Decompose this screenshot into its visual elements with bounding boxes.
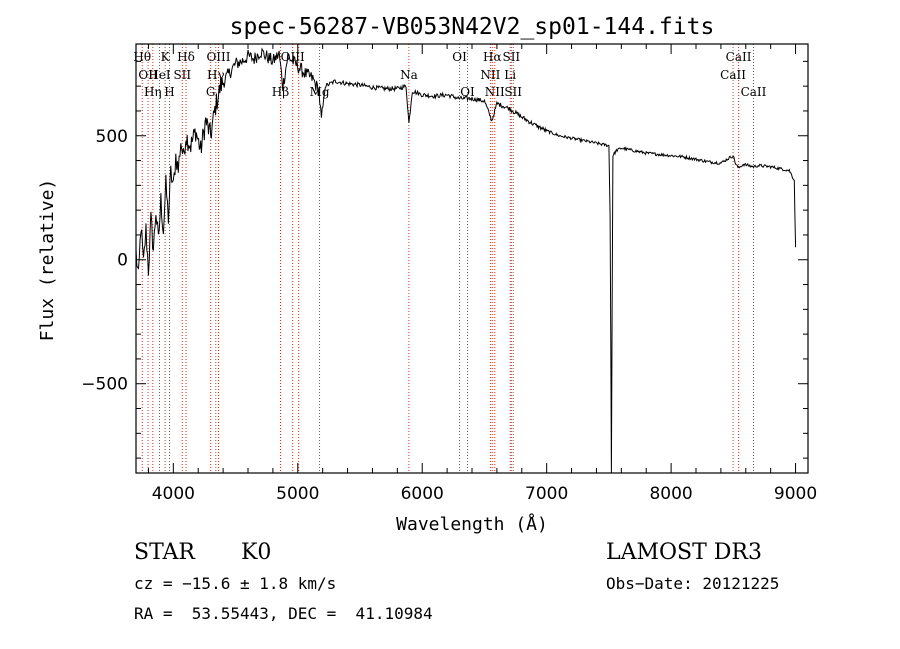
line-label-9-0: Hγ (207, 68, 225, 82)
line-label-19-0: Hα (483, 50, 502, 64)
line-labels: Hθ OII Hη HeI K H SII Hδ G Hγ OIII Hβ OIII Mg Na OI OI NI… (133, 50, 766, 99)
line-label-22-0: SII (502, 50, 520, 64)
line-label-7-0: Hδ (177, 50, 195, 64)
line-label-0-0: Hθ (133, 50, 151, 64)
line-label-21-0: Li (504, 68, 516, 82)
series-layer (135, 47, 797, 474)
line-label-25-0: CaII (726, 50, 752, 64)
x-tick-label-8000: 8000 (649, 484, 692, 504)
subclass-label: K0 (241, 540, 272, 565)
plot-frame (135, 43, 809, 474)
y-tick-label-0: −500 (81, 375, 128, 395)
line-label-2-0: Hη (144, 85, 162, 99)
line-label-18-0: NII (480, 68, 500, 82)
line-label-1-0: OII (138, 68, 158, 82)
line-label-24-0: CaII (720, 68, 746, 82)
class-label: STAR (134, 540, 195, 565)
y-axis-label: Flux (relative) (37, 179, 58, 342)
line-label-3-0: HeI (148, 68, 171, 82)
axis-ticks: 4000 5000 6000 7000 8000 9000 −500 0 500 (81, 44, 817, 504)
coordinates-label: RA = 53.55443, DEC = 41.10984 (134, 604, 433, 623)
x-tick-label-4000: 4000 (152, 484, 195, 504)
line-label-17-0: OI (460, 85, 475, 99)
x-tick-label-7000: 7000 (525, 484, 568, 504)
line-label-26-0: CaII (741, 85, 767, 99)
line-label-15-0: Na (400, 68, 418, 82)
x-axis-label: Wavelength (Å) (396, 513, 548, 535)
redshift-label: cz = −15.6 ± 1.8 km/s (134, 574, 337, 593)
line-label-11-0: Hβ (272, 85, 289, 99)
line-label-10-0: OIII (206, 50, 230, 64)
line-label-5-0: H (164, 85, 174, 99)
line-label-6-0: SII (173, 68, 191, 82)
emission-lines (141, 44, 754, 473)
obs-date-label: Obs−Date: 20121225 (606, 574, 780, 593)
line-label-16-0: OI (452, 50, 467, 64)
line-label-4-0: K (161, 50, 171, 64)
survey-label: LAMOST DR3 (606, 540, 762, 565)
x-tick-label-5000: 5000 (276, 484, 319, 504)
chart-title: spec-56287-VB053N42V2_sp01-144.fits (230, 14, 715, 40)
line-label-8-0: G (206, 85, 216, 99)
x-tick-label-9000: 9000 (774, 484, 817, 504)
line-label-23-0: SII (504, 85, 522, 99)
y-tick-label-1: 0 (117, 251, 128, 271)
line-label-14-0: Mg (310, 85, 330, 99)
x-tick-label-6000: 6000 (401, 484, 444, 504)
y-tick-label-2: 500 (96, 127, 128, 147)
line-label-12-0: OIII (281, 50, 305, 64)
line-label-20-0: NII (485, 85, 505, 99)
series-line-0 (135, 47, 797, 474)
